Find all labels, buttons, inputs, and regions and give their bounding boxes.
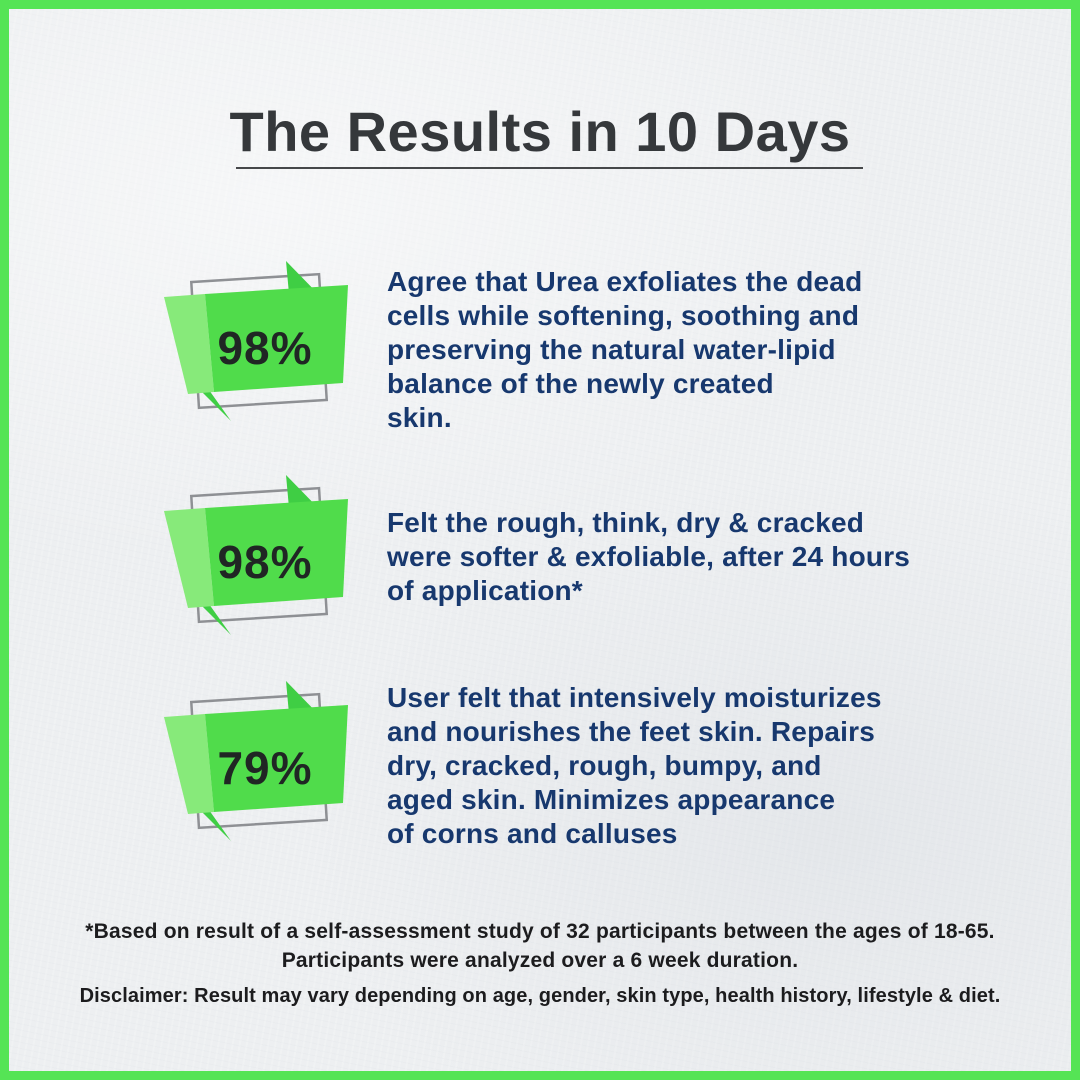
badge-fold-bottom-left-icon <box>195 805 231 841</box>
badge-flap <box>164 508 214 608</box>
stat-value: 98% <box>217 322 312 374</box>
stat-value: 79% <box>217 742 312 794</box>
badge-fold-bottom-left-icon <box>195 599 231 635</box>
badge-fold-bottom-left-icon <box>195 385 231 421</box>
banner-badge-icon: 79% <box>164 681 348 841</box>
footnote: *Based on result of a self-assessment st… <box>9 917 1071 975</box>
stat-description-3: User felt that intensively moisturizes a… <box>387 682 882 849</box>
page-title: The Results in 10 Days <box>229 100 851 163</box>
badge-flap <box>164 294 214 394</box>
stat-badge-3: 79% <box>157 678 357 853</box>
disclaimer: Disclaimer: Result may vary depending on… <box>79 985 1001 1007</box>
badge-banner <box>205 285 348 392</box>
banner-badge-icon: 98% <box>164 261 348 421</box>
stat-badge-2: 98% <box>157 472 357 647</box>
stat-description-1: Agree that Urea exfoliates the dead cell… <box>387 266 863 433</box>
stat-description-2: Felt the rough, think, dry & cracked wer… <box>387 507 911 606</box>
footnote-line-2: Participants were analyzed over a 6 week… <box>281 949 799 972</box>
badge-banner <box>205 499 348 606</box>
badge-banner <box>205 705 348 812</box>
banner-badge-icon: 98% <box>164 475 348 635</box>
title-underline <box>236 167 863 169</box>
stat-value: 98% <box>217 536 312 588</box>
footnote-line-1: *Based on result of a self-assessment st… <box>85 920 995 943</box>
stat-badge-1: 98% <box>157 258 357 433</box>
badge-flap <box>164 714 214 814</box>
